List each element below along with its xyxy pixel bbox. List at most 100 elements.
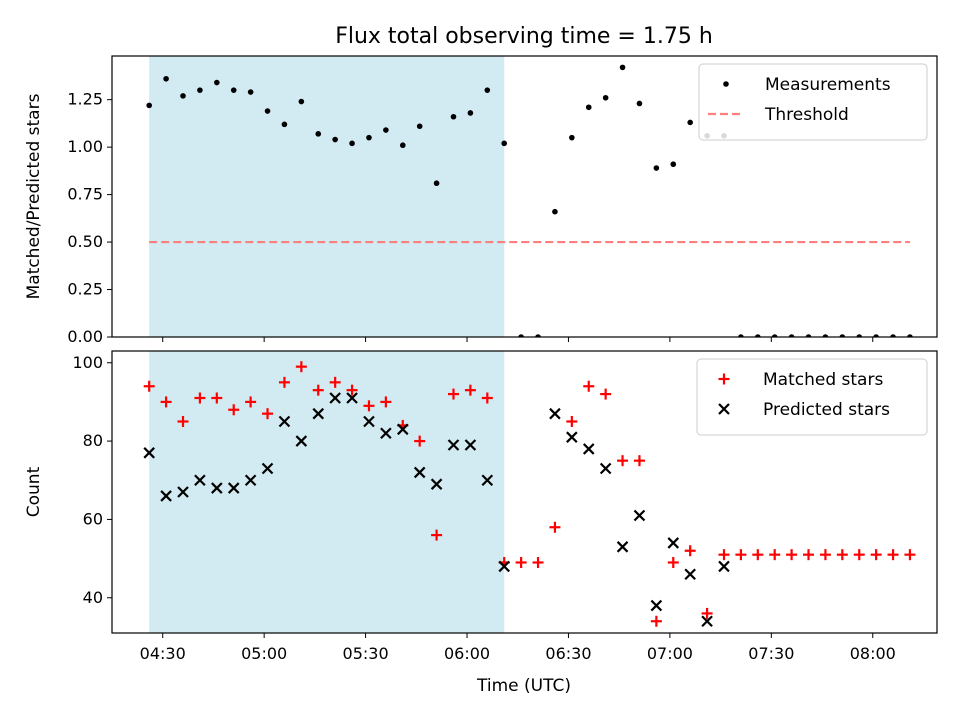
matched-star-point [194, 392, 206, 404]
predicted-star-point [633, 509, 646, 522]
measurement-point [907, 334, 913, 337]
legend-predicted-marker [718, 403, 730, 415]
measurement-point [433, 180, 440, 187]
predicted-star-point [329, 392, 341, 404]
matched-star-point [904, 549, 916, 561]
measurement-point [771, 334, 778, 337]
measurement-point [163, 75, 169, 82]
matched-star-point [515, 557, 527, 568]
predicted-star-point [177, 486, 189, 498]
measurement-point [281, 121, 288, 128]
matched-star-point [532, 557, 544, 568]
predicted-star-point [211, 482, 223, 494]
predicted-star-point [312, 407, 325, 420]
y-tick-label: 40 [83, 588, 103, 607]
predicted-star-point [684, 568, 696, 581]
measurement-point [687, 119, 693, 126]
matched-star-point [819, 549, 831, 561]
y-tick-label: 0.25 [67, 280, 103, 299]
measurement-point [298, 98, 305, 105]
matched-star-point [617, 455, 629, 467]
measurement-point [738, 334, 744, 337]
x-tick-label: 08:00 [850, 644, 896, 663]
predicted-star-point [143, 447, 155, 459]
matched-star-point [836, 549, 848, 561]
predicted-star-point [244, 474, 257, 487]
legend: Matched stars Predicted stars [696, 358, 928, 436]
measurement-point [535, 334, 541, 337]
y-tick-label: 0.00 [67, 327, 103, 346]
x-tick-label: 06:30 [545, 644, 591, 663]
legend-label: Threshold [764, 105, 849, 125]
measurement-point [349, 140, 355, 147]
measurement-point [788, 334, 795, 337]
predicted-star-point [278, 415, 291, 428]
y-tick-label: 1.25 [67, 90, 103, 109]
legend-label: Measurements [765, 75, 891, 95]
matched-star-point [295, 361, 307, 373]
predicted-star-point [397, 423, 409, 436]
matched-star-point [160, 396, 172, 408]
predicted-star-point [582, 443, 595, 455]
matched-star-point [481, 392, 493, 404]
matched-star-point [583, 380, 595, 392]
matched-star-point [887, 549, 899, 561]
matched-star-point [701, 607, 713, 619]
plot-area [143, 351, 916, 633]
predicted-star-point [261, 462, 274, 475]
matched-star-point [718, 549, 730, 561]
top-panel-ratio: 0.00 0.25 0.50 0.75 1.00 1.25 Matched/Predicte… [24, 55, 938, 346]
y-tick-label: 100 [72, 353, 103, 372]
predicted-star-point [363, 415, 375, 428]
measurement-point [383, 127, 389, 133]
measurement-point [653, 165, 660, 171]
measurement-point [670, 161, 677, 168]
matched-star-point [752, 549, 764, 561]
predicted-star-point [295, 435, 308, 447]
matched-star-point [380, 396, 392, 408]
measurement-point [839, 334, 846, 337]
matched-star-point [600, 388, 612, 400]
legend-label: Matched stars [763, 370, 883, 390]
matched-star-point [549, 521, 561, 533]
predicted-star-point [227, 482, 240, 494]
predicted-star-point [194, 474, 206, 487]
measurement-point [585, 104, 592, 111]
measurement-point [315, 131, 322, 137]
measurement-point [636, 100, 643, 107]
matched-star-point [735, 549, 747, 561]
matched-star-point [414, 435, 426, 447]
predicted-star-point [498, 560, 510, 573]
measurement-point [552, 208, 558, 215]
predicted-star-point [599, 462, 612, 475]
matched-star-point [870, 549, 882, 561]
measurement-point [755, 334, 761, 337]
matched-star-point [684, 545, 696, 557]
measurement-point [602, 94, 609, 101]
measurement-point [467, 110, 474, 116]
measurement-point [247, 89, 254, 95]
y-axis-label: Matched/Predicted stars [24, 93, 44, 299]
measurement-point [856, 334, 863, 337]
legend-box [696, 358, 928, 436]
matched-star-point [431, 529, 443, 541]
matched-star-point [667, 557, 679, 568]
matched-star-point [177, 416, 189, 427]
x-tick-label: 05:00 [241, 644, 287, 663]
predicted-star-point [481, 474, 494, 487]
measurement-point [890, 334, 896, 337]
y-axis-label: Count [24, 466, 44, 517]
matched-star-point [363, 400, 375, 412]
predicted-star-point [464, 439, 477, 451]
predicted-star-point [160, 490, 172, 502]
matched-star-point [803, 549, 815, 561]
measurement-point [264, 108, 271, 114]
measurement-point [501, 140, 508, 147]
observing-span-highlight [149, 56, 505, 337]
matched-star-point [566, 416, 578, 427]
axes-frame [111, 55, 938, 338]
y-tick-label: 60 [83, 509, 103, 528]
matched-star-point [853, 549, 865, 561]
measurement-point [399, 142, 406, 149]
